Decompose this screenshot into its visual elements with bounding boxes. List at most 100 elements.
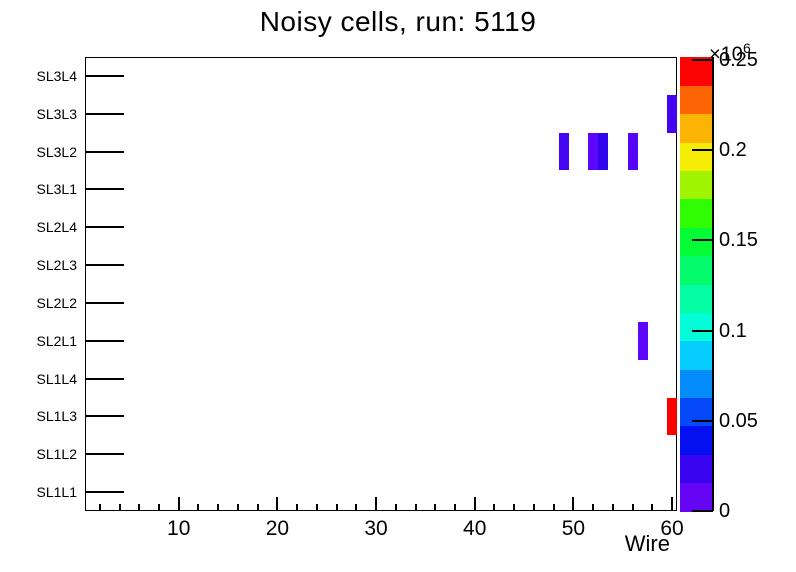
x-axis-tick-label: 40 [463, 517, 487, 540]
x-axis-tick-label: 20 [265, 517, 290, 540]
colorbar-exponent: ×106 [709, 40, 751, 67]
colorbar-tick-label: 0.25 [719, 49, 758, 72]
colorbar-band [680, 482, 712, 512]
noisy-cell [558, 132, 569, 171]
colorbar-tick-label: 0.1 [719, 319, 747, 342]
colorbar-tick-label: 0 [719, 500, 731, 522]
x-axis-tick-minor [217, 504, 220, 510]
x-axis-tick-major [375, 497, 378, 510]
chart-title: Noisy cells, run: 5119 [259, 6, 537, 37]
x-axis-tick-minor [236, 504, 239, 510]
x-axis-tick-minor [118, 504, 121, 510]
y-axis-label: SL1L1 [36, 484, 77, 501]
colorbar-band [680, 85, 712, 115]
x-axis-tick-minor [434, 504, 437, 510]
y-axis-tick [86, 150, 124, 153]
x-axis-tick-minor [532, 504, 535, 510]
y-axis-label: SL3L1 [36, 181, 77, 198]
x-axis-tick-minor [158, 504, 160, 510]
colorbar-exponent-power: 6 [742, 40, 751, 56]
x-axis-title: Wire [624, 531, 670, 556]
colorbar-tick-label: 0.05 [719, 409, 758, 432]
y-axis-label: SL2L3 [36, 257, 77, 274]
colorbar-tick-label: 0.15 [719, 229, 758, 252]
x-axis-tick-minor [414, 504, 417, 510]
x-axis-tick-minor [493, 504, 496, 510]
y-axis-tick [86, 415, 124, 418]
x-axis-tick-major [473, 497, 476, 510]
y-axis-tick [86, 226, 124, 229]
noisy-cell [627, 132, 639, 171]
colorbar-tick [692, 59, 713, 62]
x-axis-tick-minor [394, 504, 397, 510]
x-axis-tick-major [177, 497, 180, 510]
noisy-cell [598, 132, 609, 171]
noisy-cell [667, 397, 678, 436]
colorbar-band [680, 170, 712, 200]
x-axis-tick-minor [315, 504, 318, 510]
y-axis-label: SL2L4 [36, 219, 77, 236]
noisy-cell [637, 321, 648, 360]
colorbar-band [680, 284, 712, 313]
y-axis-label: SL1L4 [36, 370, 77, 387]
y-axis-tick [86, 74, 124, 77]
colorbar-band [680, 340, 712, 370]
x-axis-tick-minor [355, 504, 358, 510]
x-axis-tick-label: 30 [364, 517, 388, 540]
y-axis-tick [86, 491, 124, 494]
x-axis-tick-label: 60 [660, 517, 684, 540]
y-axis-label: SL1L3 [36, 408, 77, 425]
x-axis-tick-label: 10 [167, 517, 191, 540]
colorbar-tick [692, 149, 713, 152]
x-axis-tick-minor [335, 504, 338, 510]
x-axis-tick-major [276, 497, 279, 510]
x-axis-tick-major [671, 497, 674, 510]
x-axis-tick-minor [611, 504, 614, 510]
y-axis-label: SL1L2 [36, 446, 77, 463]
plot-frame [85, 57, 677, 511]
y-axis-tick [86, 188, 124, 191]
y-axis-tick [86, 377, 124, 380]
x-axis-tick-minor [513, 504, 516, 510]
colorbar-band [680, 113, 712, 143]
x-axis-tick-minor [256, 504, 259, 510]
y-axis-tick [86, 301, 124, 304]
y-axis-tick [86, 453, 124, 456]
x-axis-tick-minor [197, 504, 200, 510]
colorbar-tick [692, 239, 713, 242]
colorbar-tick [692, 329, 713, 332]
x-axis-tick-minor [552, 504, 555, 510]
y-axis-label: SL2L1 [36, 332, 77, 349]
y-axis-tick [86, 112, 124, 115]
colorbar-tick [692, 510, 713, 512]
x-axis-tick-minor [296, 504, 299, 510]
x-axis-tick-minor [631, 504, 634, 510]
colorbar-band [680, 454, 712, 484]
y-axis-label: SL2L2 [36, 294, 77, 311]
colorbar-band [680, 312, 712, 342]
colorbar-band [680, 142, 712, 172]
colorbar-band [680, 198, 712, 228]
x-axis-tick-minor [651, 504, 654, 510]
colorbar-band [680, 227, 712, 257]
colorbar-band [680, 369, 712, 399]
y-axis-label: SL3L4 [36, 67, 77, 84]
colorbar-band [680, 397, 712, 427]
x-axis-tick-minor [454, 504, 456, 510]
y-axis-label: SL3L3 [36, 105, 77, 122]
colorbar-band [680, 57, 712, 86]
colorbar-tick [692, 419, 713, 422]
colorbar-band [680, 255, 712, 285]
colorbar-exponent-base: ×10 [709, 43, 743, 66]
y-axis-label: SL3L2 [36, 143, 77, 160]
colorbar-band [680, 425, 712, 455]
colorbar-tick-label: 0.2 [719, 139, 747, 162]
noisy-cell [667, 94, 678, 133]
x-axis-tick-minor [592, 504, 595, 510]
noisy-cell [588, 132, 599, 171]
y-axis-tick [86, 264, 124, 267]
x-axis-tick-minor [138, 504, 141, 510]
x-axis-tick-minor [98, 504, 101, 510]
colorbar-border [712, 57, 714, 511]
